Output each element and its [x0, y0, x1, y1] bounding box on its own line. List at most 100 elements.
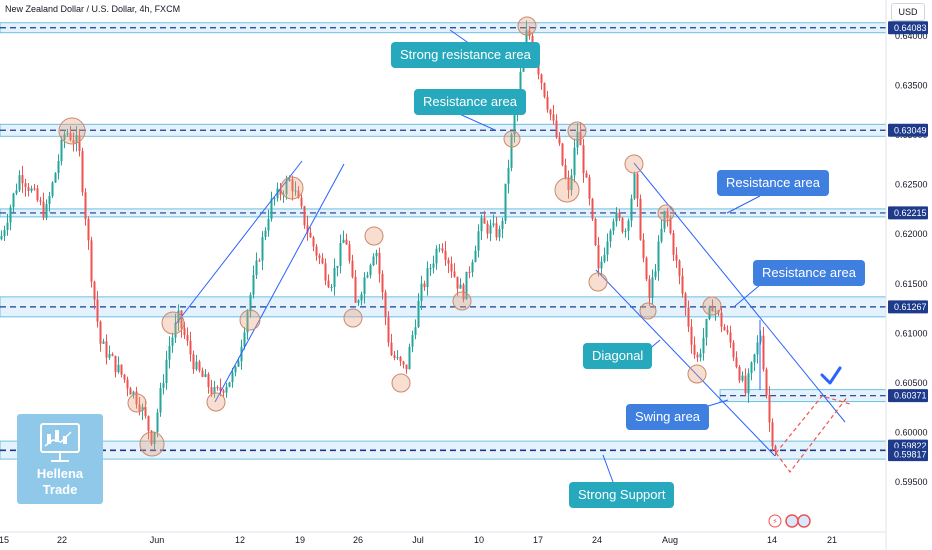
candle	[303, 205, 306, 229]
monitor-icon	[40, 423, 80, 462]
candle	[216, 385, 219, 391]
candle	[351, 254, 354, 279]
candle	[204, 369, 207, 378]
candle	[18, 170, 21, 193]
price-tick-label: 0.60500	[895, 378, 928, 388]
symbol-title[interactable]: New Zealand Dollar / U.S. Dollar, 4h, FX…	[5, 4, 181, 14]
candle	[486, 220, 489, 239]
currency-button[interactable]: USD	[891, 3, 925, 21]
candle	[561, 142, 564, 167]
pivot-marker	[639, 302, 657, 320]
candle	[336, 265, 339, 277]
pivot-marker	[139, 431, 165, 457]
checkmark-icon	[820, 366, 842, 385]
price-axis: 0.640000.635000.630000.625000.620000.615…	[885, 0, 928, 550]
label-resistance-1[interactable]: Resistance area	[414, 89, 526, 115]
candle	[270, 191, 273, 222]
candle	[111, 352, 114, 357]
label-swing-area[interactable]: Swing area	[626, 404, 710, 430]
label-diagonal[interactable]: Diagonal	[583, 343, 653, 369]
candle	[396, 350, 399, 360]
candle	[321, 253, 324, 265]
candle	[471, 259, 474, 277]
candle	[711, 299, 714, 312]
candle	[555, 114, 558, 139]
label-strong-resistance[interactable]: Strong resistance area	[391, 42, 540, 68]
candle	[24, 178, 27, 197]
svg-text:0.63049: 0.63049	[894, 125, 927, 135]
candle	[261, 231, 264, 271]
candle	[159, 382, 162, 417]
candle	[81, 147, 84, 196]
candle	[366, 271, 369, 279]
candle	[108, 345, 111, 360]
pivot-marker	[554, 177, 580, 203]
candle	[12, 192, 15, 213]
candle	[312, 235, 315, 252]
candle	[768, 386, 771, 432]
level-price-label: 0.64083	[888, 21, 928, 35]
zones	[0, 22, 887, 460]
svg-text:0.60371: 0.60371	[894, 391, 927, 401]
candle	[681, 267, 684, 298]
candle	[609, 228, 612, 248]
candle	[729, 325, 732, 348]
candle	[330, 283, 333, 292]
label-strong-support[interactable]: Strong Support	[569, 482, 675, 508]
candle	[450, 256, 453, 278]
candle	[42, 192, 45, 221]
candle	[429, 263, 432, 277]
time-tick-label: 24	[592, 535, 602, 545]
candle	[453, 263, 456, 278]
flash-icon	[768, 514, 782, 528]
candle	[414, 319, 417, 340]
time-tick-label: 19	[295, 535, 305, 545]
candle	[498, 225, 501, 242]
candle	[9, 204, 12, 231]
candle	[183, 321, 186, 339]
candle	[0, 230, 3, 241]
pivot-marker	[206, 392, 226, 412]
candle	[102, 338, 105, 344]
candle	[357, 299, 360, 306]
candle	[411, 330, 414, 353]
label-resistance-3[interactable]: Resistance area	[753, 260, 865, 286]
candle	[591, 197, 594, 222]
candle	[375, 249, 378, 265]
level-price-label: 0.62215	[888, 206, 928, 220]
pivot-marker	[687, 364, 707, 384]
level-price-label: 0.59817	[888, 448, 928, 462]
candle	[468, 266, 471, 279]
price-tick-label: 0.63500	[895, 81, 928, 91]
candle	[420, 275, 423, 311]
candle	[696, 352, 699, 362]
candle	[432, 255, 435, 274]
candle	[744, 368, 747, 396]
candle	[57, 154, 60, 180]
candle	[621, 217, 624, 234]
candle	[84, 188, 87, 226]
candle	[21, 165, 24, 193]
svg-text:0.64083: 0.64083	[894, 23, 927, 33]
label-resistance-2[interactable]: Resistance area	[717, 170, 829, 196]
candle	[402, 360, 405, 369]
flag-icon	[797, 514, 811, 528]
pivot-marker	[364, 226, 384, 246]
candle	[507, 159, 510, 194]
pivot-marker	[624, 154, 644, 174]
trend-line	[214, 163, 345, 403]
time-tick-label: 21	[827, 535, 837, 545]
candle	[93, 280, 96, 310]
candle	[378, 247, 381, 283]
candle	[594, 217, 597, 247]
candle	[306, 215, 309, 241]
candle	[570, 168, 573, 196]
candle	[381, 270, 384, 300]
candle	[690, 318, 693, 354]
candle	[738, 364, 741, 384]
pivot-marker	[452, 291, 472, 311]
candle	[48, 191, 51, 212]
candle	[138, 397, 141, 416]
candle	[72, 132, 75, 152]
candle	[171, 332, 174, 353]
